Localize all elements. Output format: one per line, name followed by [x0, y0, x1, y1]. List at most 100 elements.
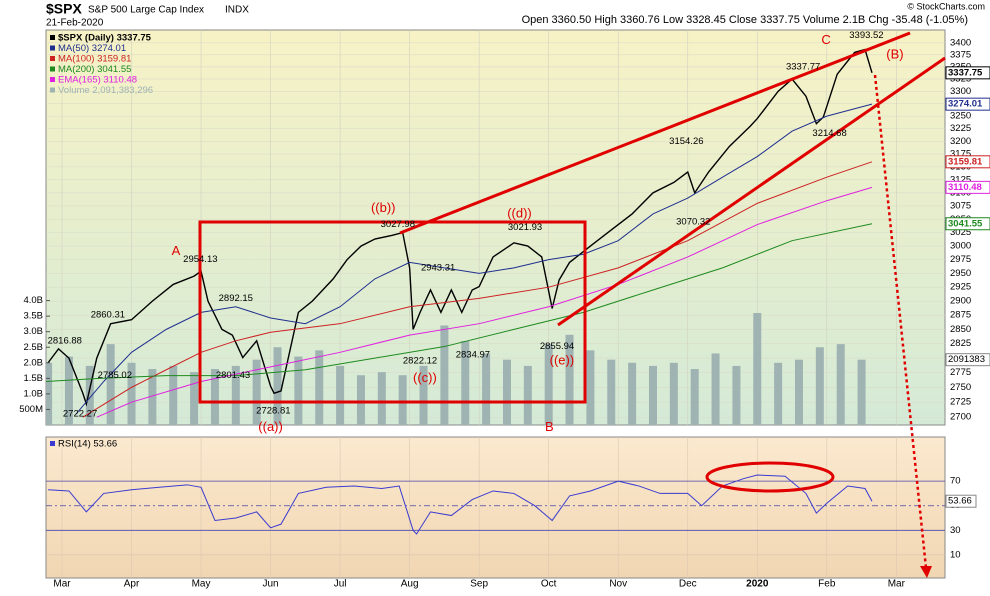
wave-label: ((a)) [258, 419, 283, 434]
price-label: 2855.94 [540, 341, 574, 352]
y-tick-label: 3375 [950, 49, 971, 60]
legend-swatch [50, 45, 55, 51]
price-label: 2728.81 [256, 406, 290, 417]
y2-tick-label: 500M [19, 404, 43, 415]
legend-swatch [50, 441, 55, 446]
index-name: S&P 500 Large Cap Index [88, 5, 204, 16]
legend-label: MA(200) 3041.55 [58, 64, 131, 75]
axis-value-box [945, 180, 990, 194]
wave-label: B [545, 419, 554, 434]
volume-bar [857, 359, 866, 425]
price-label: 3070.32 [676, 216, 710, 227]
y-tick-label: 3000 [950, 241, 971, 252]
wave-label: A [172, 243, 181, 258]
axis-value-label: 2091383 [948, 354, 985, 365]
y2-tick-label: 2.5B [23, 342, 43, 353]
y2-tick-label: 1.0B [23, 388, 43, 399]
legend-swatch [50, 77, 55, 82]
price-label: 2954.13 [183, 254, 217, 265]
x-tick-label: Sep [470, 579, 488, 590]
volume-bar [356, 375, 365, 425]
x-tick-label: 2020 [746, 579, 769, 590]
wave-label: (B) [886, 46, 903, 61]
rsi-line [48, 474, 873, 535]
wave-label: ((b)) [371, 200, 396, 215]
y-tick-label: 3125 [950, 174, 971, 185]
x-tick-label: May [192, 579, 211, 590]
volume-bar [398, 375, 407, 425]
y-tick-label: 2775 [950, 367, 971, 378]
price-label: 2834.97 [456, 350, 490, 361]
lower-trendline [557, 56, 946, 327]
y-tick-label: 2850 [950, 324, 971, 335]
legend-label: MA(50) 3274.01 [58, 43, 126, 54]
y-tick-label: 70 [950, 476, 961, 487]
volume-bar [836, 344, 845, 425]
y-tick-label: 10 [950, 549, 961, 560]
legend-swatch [50, 66, 55, 72]
upper-trendline [399, 31, 911, 235]
volume-bar [648, 365, 657, 425]
consolidation-box [198, 220, 587, 404]
x-tick-label: Jun [263, 579, 279, 590]
legend-swatch [50, 56, 55, 61]
legend-label: EMA(165) 3110.48 [58, 75, 137, 86]
axis-value-label: 3337.75 [948, 67, 983, 78]
volume-bar [815, 347, 824, 425]
axis-value-box [945, 97, 990, 111]
volume-bar [148, 369, 157, 425]
credit: © StockCharts.com [907, 1, 985, 11]
y2-tick-label: 3.5B [23, 311, 43, 322]
volume-bar [544, 344, 553, 425]
volume-bar [273, 347, 282, 425]
wave-label: ((e)) [550, 352, 575, 367]
axis-value-label: 3110.48 [948, 182, 982, 193]
y-tick-label: 2925 [950, 282, 971, 293]
axis-value-label: 53.66 [948, 496, 972, 507]
volume-bar [482, 353, 491, 425]
rsi-plot [46, 437, 945, 578]
volume-bar [377, 372, 386, 425]
volume-bar [85, 365, 94, 425]
price-label: 2816.88 [48, 335, 82, 346]
volume-bar [231, 365, 240, 425]
volume-bar [169, 365, 178, 425]
x-tick-label: Oct [541, 579, 557, 590]
price-label: 2801.43 [216, 370, 250, 381]
axis-value-box [945, 155, 990, 169]
x-tick-label: Apr [124, 579, 140, 590]
annotation-shapes [198, 31, 946, 578]
price-label: 2785.02 [98, 370, 132, 381]
projection-arrow [873, 74, 928, 569]
wave-label: ((c)) [413, 370, 437, 385]
volume-bar [690, 369, 699, 425]
y-tick-label: 2875 [950, 310, 971, 321]
volume-bar [336, 365, 345, 425]
volume-bar [565, 334, 574, 425]
volume-bar [419, 365, 428, 425]
y-tick-label: 2900 [950, 296, 971, 307]
price-panel [45, 29, 946, 426]
y-tick-label: 30 [950, 525, 961, 536]
y2-tick-label: 4.0B [23, 295, 43, 306]
y-tick-label: 3075 [950, 201, 971, 212]
y-tick-label: 3300 [950, 86, 971, 97]
series-line [75, 103, 873, 415]
y-tick-label: 2750 [950, 382, 971, 393]
volume-bar [774, 362, 783, 425]
y-tick-label: 2825 [950, 338, 971, 349]
y-tick-label: 3250 [950, 111, 971, 122]
volume-bar [106, 344, 115, 425]
axis-value-label: 3274.01 [948, 99, 983, 110]
y2-tick-label: 1.5B [23, 373, 43, 384]
y-tick-label: 3400 [950, 37, 971, 48]
x-tick-label: Mar [888, 579, 906, 590]
price-label: 2892.15 [219, 293, 253, 304]
axis-value-box [945, 353, 990, 367]
price-label: 3154.26 [669, 136, 703, 147]
volume-bar [440, 325, 449, 425]
date: 21-Feb-2020 [46, 18, 104, 29]
quote: Open 3360.50 High 3360.76 Low 3328.45 Cl… [522, 14, 968, 26]
y-tick-label: 3175 [950, 149, 971, 160]
